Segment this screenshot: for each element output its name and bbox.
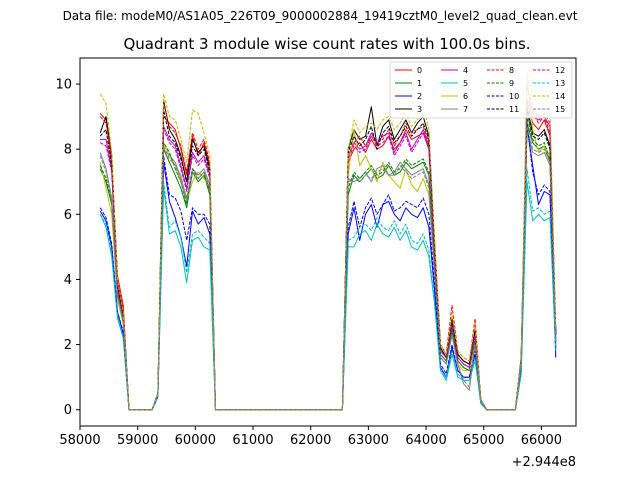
legend-label-12: 12	[555, 66, 565, 75]
legend-label-9: 9	[509, 79, 514, 88]
series-line-14	[99, 70, 557, 411]
legend-label-10: 10	[509, 92, 519, 101]
x-tick-label: 58000	[59, 433, 100, 448]
x-tick-label: 64000	[405, 433, 446, 448]
y-tick-label: 8	[64, 143, 72, 158]
legend-label-6: 6	[463, 92, 468, 101]
x-axis-offset-label: +2.944e8	[512, 455, 576, 470]
chart-title: Quadrant 3 module wise count rates with …	[123, 35, 530, 53]
plot-lines	[99, 70, 557, 411]
legend-label-14: 14	[555, 92, 565, 101]
legend-label-13: 13	[555, 79, 565, 88]
plot-frame	[79, 57, 577, 427]
y-tick-label: 4	[64, 273, 72, 288]
x-axis-ticks: 58000 59000 60000 61000 62000 63000 64000 65000…	[59, 426, 562, 448]
legend-label-2: 2	[417, 92, 422, 101]
figure-suptitle: Data file: modeM0/AS1A05_226T09_90000028…	[63, 9, 578, 23]
series-line-15	[99, 125, 557, 411]
x-tick-label: 63000	[348, 433, 389, 448]
legend-label-11: 11	[509, 105, 519, 114]
legend-label-0: 0	[417, 66, 422, 75]
legend-label-15: 15	[555, 105, 565, 114]
legend-box	[389, 61, 573, 119]
legend-label-5: 5	[463, 79, 468, 88]
legend-label-4: 4	[463, 66, 468, 75]
legend-label-7: 7	[463, 105, 468, 114]
y-axis-ticks: 0 2 4 6 8 10	[55, 78, 80, 418]
series-line-13	[99, 168, 557, 411]
y-tick-label: 0	[64, 403, 72, 418]
legend-label-1: 1	[417, 79, 422, 88]
x-tick-label: 66000	[521, 433, 562, 448]
x-tick-label: 59000	[117, 433, 158, 448]
x-tick-label: 60000	[175, 433, 216, 448]
y-tick-label: 10	[55, 78, 72, 93]
legend-label-8: 8	[509, 66, 514, 75]
x-tick-label: 62000	[290, 433, 331, 448]
y-tick-label: 2	[64, 338, 72, 353]
x-tick-label: 61000	[232, 433, 273, 448]
y-tick-label: 6	[64, 208, 72, 223]
legend-label-3: 3	[417, 105, 422, 114]
x-tick-label: 65000	[463, 433, 504, 448]
